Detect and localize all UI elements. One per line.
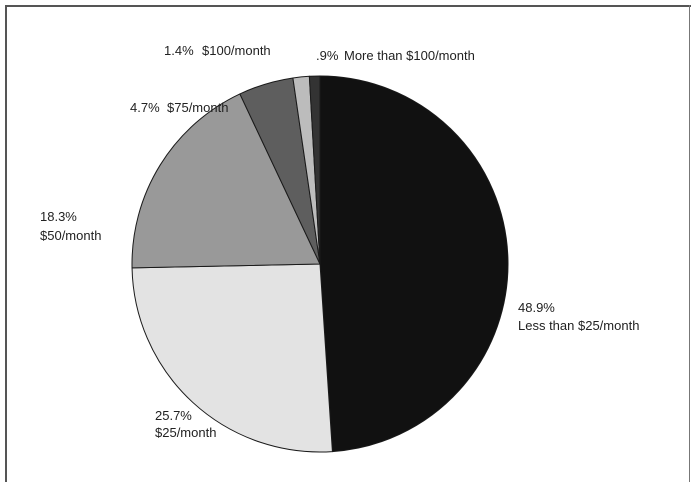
slice-category-label: $75/month xyxy=(167,100,228,115)
slice-category-label: $50/month xyxy=(40,228,101,243)
slice-category-label: Less than $25/month xyxy=(518,318,639,333)
slice-category-label: $100/month xyxy=(202,43,271,58)
pie-slice-0 xyxy=(320,76,508,452)
slice-pct-label: 1.4% xyxy=(164,43,194,58)
pie-slices xyxy=(132,76,508,452)
slice-category-label: More than $100/month xyxy=(344,48,475,63)
slice-pct-label: 4.7% xyxy=(130,100,160,115)
pie-slice-1 xyxy=(132,264,332,452)
slice-pct-label: 25.7% xyxy=(155,408,192,423)
slice-pct-label: 48.9% xyxy=(518,300,555,315)
slice-category-label: $25/month xyxy=(155,425,216,440)
slice-pct-label: .9% xyxy=(316,48,339,63)
slice-pct-label: 18.3% xyxy=(40,209,77,224)
